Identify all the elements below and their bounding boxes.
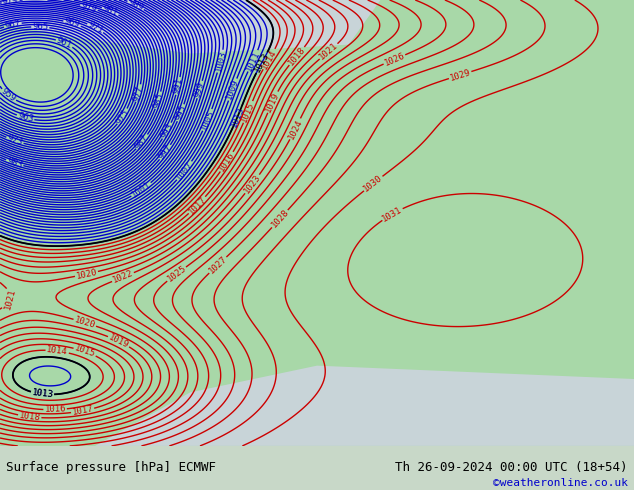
Text: 1009: 1009 [224, 78, 240, 101]
Polygon shape [95, 366, 634, 446]
Text: 961: 961 [55, 36, 74, 50]
Text: 1016: 1016 [44, 405, 66, 415]
Text: 1013: 1013 [31, 388, 54, 400]
Text: 997: 997 [157, 143, 174, 161]
Text: 1028: 1028 [269, 208, 290, 230]
Text: 1017: 1017 [71, 404, 94, 417]
Polygon shape [0, 0, 380, 53]
Text: 981: 981 [101, 4, 119, 19]
Text: 1019: 1019 [107, 333, 131, 350]
Text: 999: 999 [193, 80, 207, 98]
Text: 1026: 1026 [383, 51, 406, 68]
Text: 963: 963 [16, 111, 34, 124]
Text: 1016: 1016 [217, 150, 236, 173]
Text: 1014: 1014 [260, 48, 278, 71]
Text: 987: 987 [134, 133, 151, 151]
Text: Th 26-09-2024 00:00 UTC (18+54): Th 26-09-2024 00:00 UTC (18+54) [395, 462, 628, 474]
Text: 1030: 1030 [362, 173, 384, 194]
Text: 1014: 1014 [46, 345, 68, 357]
Text: 977: 977 [132, 84, 145, 102]
Text: 1027: 1027 [207, 254, 229, 276]
Text: 979: 979 [2, 0, 19, 7]
Text: 1003: 1003 [214, 49, 228, 73]
Text: 1013: 1013 [229, 105, 246, 128]
Text: 983: 983 [6, 156, 23, 170]
Text: 1015: 1015 [73, 344, 96, 359]
Text: 967: 967 [4, 19, 22, 31]
Text: 973: 973 [6, 134, 24, 147]
Text: 1015: 1015 [240, 100, 256, 123]
Text: 1018: 1018 [18, 411, 41, 422]
Text: 1025: 1025 [165, 264, 188, 284]
Text: 1017: 1017 [186, 195, 208, 216]
Text: 993: 993 [159, 122, 175, 140]
Text: 985: 985 [152, 91, 165, 109]
Text: 975: 975 [115, 107, 131, 125]
Text: 995: 995 [174, 104, 188, 122]
Text: 971: 971 [86, 20, 105, 36]
Text: 1011: 1011 [245, 49, 262, 73]
Text: 1018: 1018 [287, 45, 307, 67]
Text: 1020: 1020 [75, 268, 98, 281]
Text: 989: 989 [126, 0, 145, 13]
Text: ©weatheronline.co.uk: ©weatheronline.co.uk [493, 478, 628, 488]
Text: 1019: 1019 [264, 91, 281, 114]
Text: 1023: 1023 [242, 173, 262, 196]
Text: 969: 969 [63, 17, 81, 30]
Text: Surface pressure [hPa] ECMWF: Surface pressure [hPa] ECMWF [6, 462, 216, 474]
Text: 991: 991 [172, 77, 184, 95]
Text: 1020: 1020 [73, 315, 96, 330]
Text: 1021: 1021 [318, 41, 340, 62]
Text: 1005: 1005 [199, 108, 216, 132]
Text: 959: 959 [0, 87, 18, 104]
Text: 1013: 1013 [253, 51, 271, 74]
Text: 1022: 1022 [112, 269, 134, 285]
Text: 1021: 1021 [3, 288, 17, 311]
Text: 1007: 1007 [174, 160, 195, 182]
Text: 1001: 1001 [130, 180, 153, 199]
Text: 979: 979 [80, 1, 98, 14]
Text: 1029: 1029 [448, 68, 472, 82]
Text: 1013: 1013 [31, 388, 54, 400]
Text: 965: 965 [32, 22, 49, 32]
Text: 1031: 1031 [380, 205, 404, 223]
Text: 1024: 1024 [287, 117, 304, 141]
